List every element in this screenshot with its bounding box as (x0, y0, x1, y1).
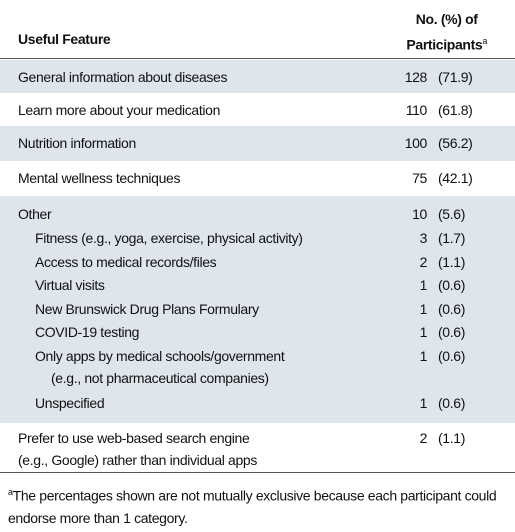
row-percent: (0.6) (438, 277, 466, 293)
row-label: Mental wellness techniques (18, 170, 181, 186)
table-row: Mental wellness techniques 75 (42.1) (0, 161, 515, 196)
row-percent: (71.9) (438, 69, 473, 85)
row-count: 110 (405, 102, 428, 118)
row-label: Access to medical records/files (35, 253, 217, 270)
row-label: Only apps by medical schools/government … (35, 347, 285, 386)
table-body: General information about diseases 128 (71… (0, 60, 515, 475)
row-count: 1 (419, 277, 428, 293)
row-percent: (0.6) (438, 300, 466, 317)
row-count: 75 (412, 170, 427, 186)
table-row: Other 10 (5.6) Fitness (e.g., yoga, exercis… (0, 196, 515, 423)
column-header: Useful Feature (18, 31, 111, 47)
row-percent: (1.1) (438, 253, 466, 270)
header-text: Participants (406, 36, 483, 53)
row-percent: (0.6) (438, 347, 466, 364)
row-percent: (0.6) (438, 394, 466, 411)
row-label: Virtual visits (35, 277, 105, 293)
row-label: Prefer to use web-based search engine (e… (18, 430, 258, 468)
footnote-mark: a (482, 36, 487, 46)
row-label: Nutrition information (18, 135, 136, 151)
row-count: 1 (419, 324, 428, 340)
header-line: No. (%) of (415, 11, 478, 27)
row-label: Learn more about your medication (18, 102, 221, 118)
row-percent: (1.7) (438, 230, 466, 246)
row-percent: (56.2) (438, 135, 473, 151)
row-label: COVID-19 testing (35, 324, 140, 340)
table-row: General information about diseases 128 (71… (0, 60, 515, 93)
header-line: Participantsa (406, 30, 487, 56)
table-header: Useful Feature No. (%) of Participantsa (0, 0, 515, 59)
row-count: 2 (419, 253, 428, 270)
row-label: General information about diseases (18, 69, 228, 85)
footnote-mark: a (8, 487, 13, 497)
row-percent: (0.6) (438, 324, 466, 340)
row-percent: (42.1) (438, 170, 473, 186)
row-percent: (1.1) (438, 430, 466, 446)
row-percent: (5.6) (438, 206, 466, 222)
row-percent: (61.8) (438, 102, 473, 118)
row-count: 1 (419, 394, 428, 411)
row-count: 2 (419, 430, 428, 446)
row-count: 3 (419, 230, 428, 246)
row-count: 100 (404, 135, 428, 151)
table-row: Learn more about your medication 110 (61.8… (0, 93, 515, 126)
row-label: Unspecified (35, 394, 105, 411)
row-label: Fitness (e.g., yoga, exercise, physical … (35, 230, 303, 246)
table-row: Prefer to use web-based search engine (e… (0, 423, 515, 475)
footnote-text: The percentages shown are not mutually e… (8, 487, 497, 526)
row-count: 10 (412, 206, 427, 222)
column-header: No. (%) of Participantsa (406, 8, 487, 56)
row-label: Other (18, 206, 52, 222)
footnote: aThe percentages shown are not mutually … (0, 472, 515, 529)
row-count: 128 (404, 69, 428, 85)
row-count: 1 (419, 347, 428, 364)
row-label: New Brunswick Drug Plans Formulary (35, 300, 259, 317)
row-count: 1 (419, 300, 428, 317)
table-row: Nutrition information 100 (56.2) (0, 126, 515, 161)
